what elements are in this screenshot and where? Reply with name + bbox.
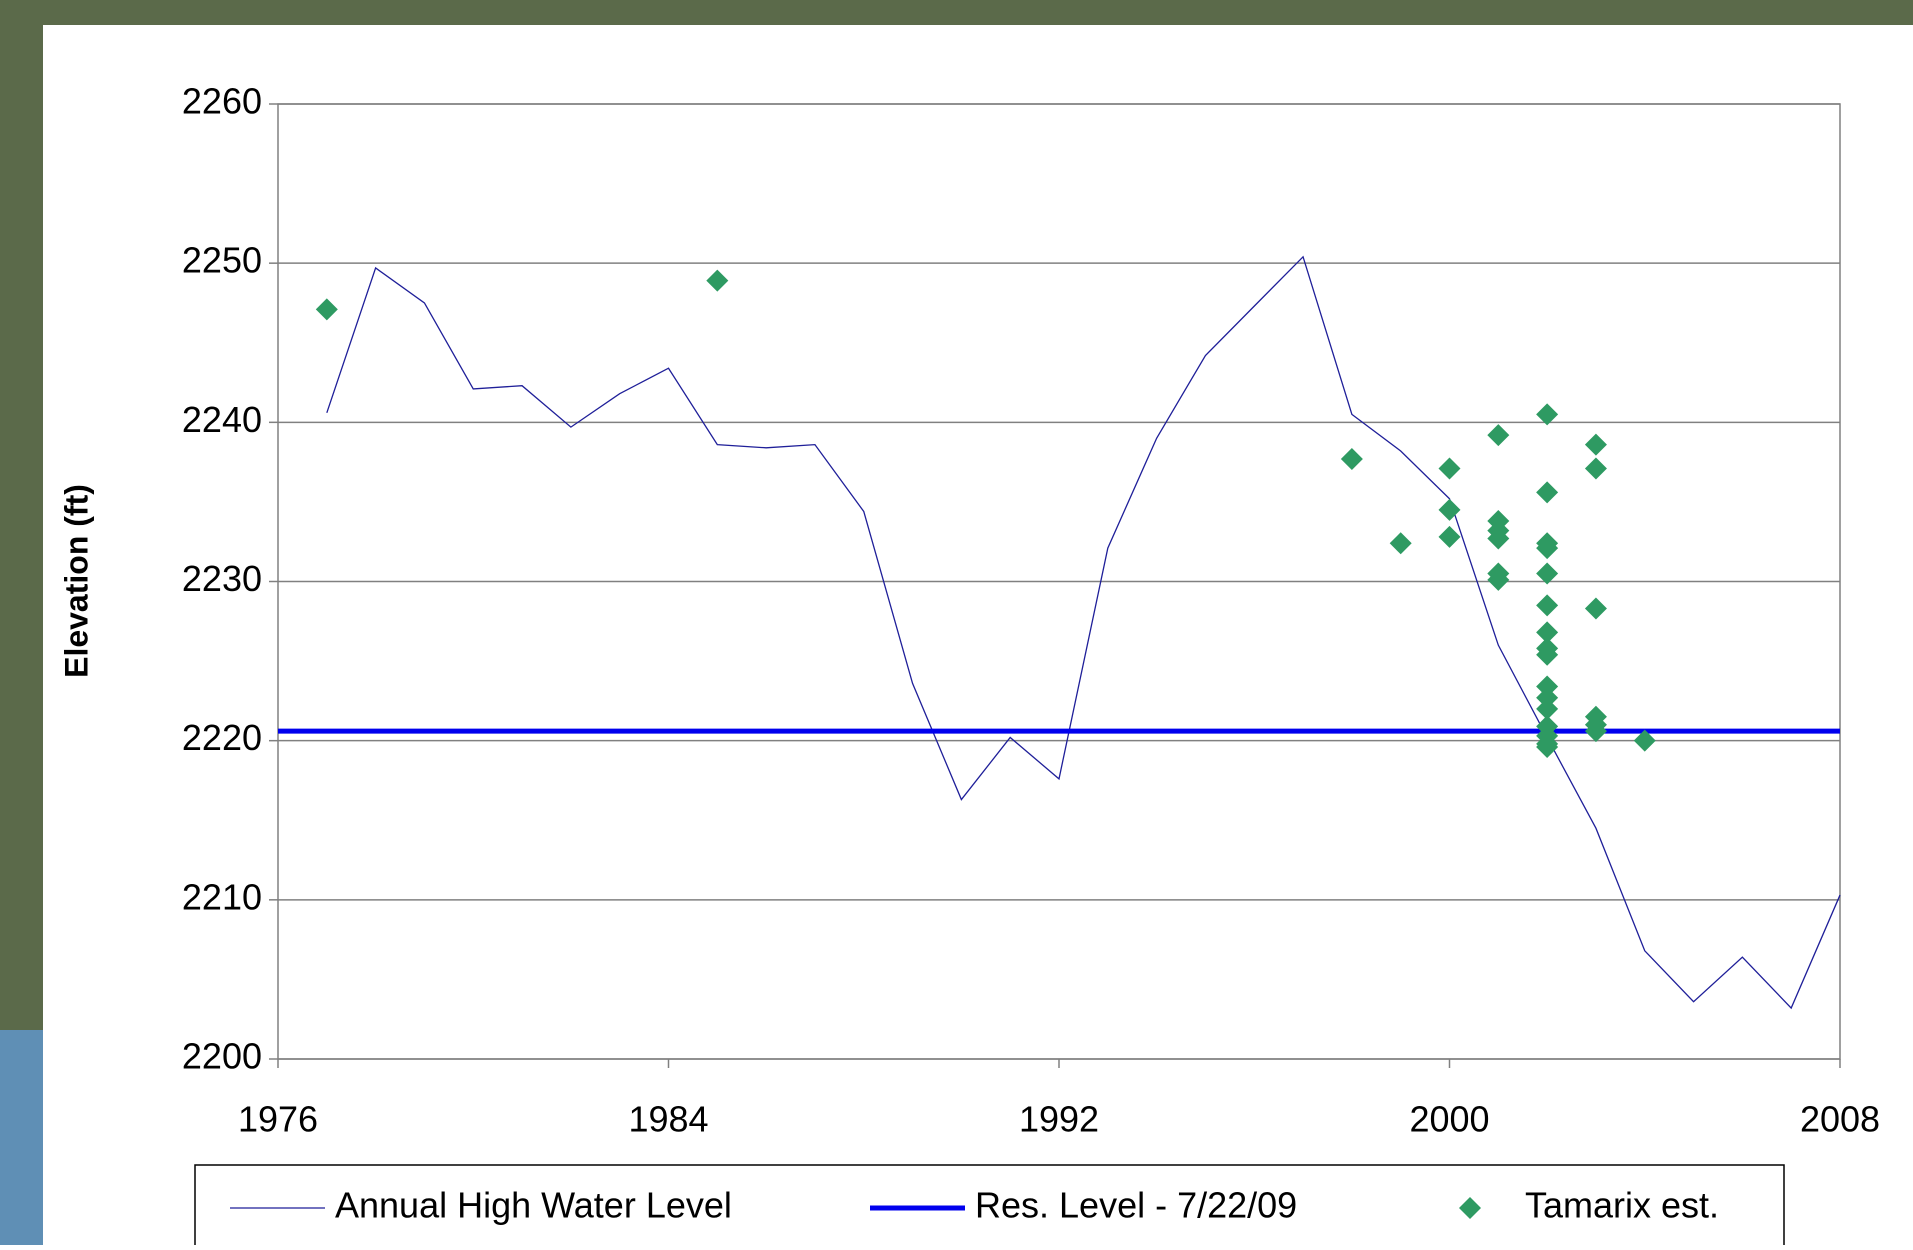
scatter-point — [1487, 527, 1510, 550]
line-series — [326, 255, 1841, 1010]
scatter-point — [1633, 729, 1656, 752]
scatter-point — [1389, 532, 1412, 555]
scatter-point — [1536, 403, 1559, 426]
legend-swatch — [1459, 1197, 1481, 1219]
scatter-point — [1536, 675, 1559, 698]
y-tick-label: 2220 — [182, 717, 262, 758]
scatter-point — [315, 298, 338, 321]
y-tick-label: 2230 — [182, 558, 262, 599]
y-axis-label: Elevation (ft) — [58, 484, 94, 678]
scatter-point — [1487, 568, 1510, 591]
photo-water — [0, 1030, 43, 1245]
scatter-point — [1536, 643, 1559, 666]
scatter-point — [1536, 562, 1559, 585]
scatter-point — [1487, 424, 1510, 447]
scatter-point — [1438, 457, 1461, 480]
y-tick-label: 2250 — [182, 240, 262, 281]
scatter-point — [1536, 621, 1559, 644]
scatter-point — [1584, 597, 1607, 620]
scatter-point — [1438, 525, 1461, 548]
y-tick-label: 2200 — [182, 1036, 262, 1077]
scatter-point — [1584, 720, 1607, 743]
legend-label: Res. Level - 7/22/09 — [975, 1185, 1297, 1226]
scatter-point — [1536, 697, 1559, 720]
y-tick-label: 2260 — [182, 81, 262, 122]
scatter-point — [1536, 736, 1559, 759]
x-tick-label: 2008 — [1800, 1099, 1880, 1140]
x-tick-label: 1984 — [628, 1099, 708, 1140]
scatter-point — [1340, 447, 1363, 470]
y-tick-label: 2210 — [182, 876, 262, 917]
x-tick-label: 2000 — [1409, 1099, 1489, 1140]
scatter-point — [1536, 594, 1559, 617]
legend-box — [194, 1164, 1785, 1250]
scatter-point — [1584, 433, 1607, 456]
x-tick-label: 1992 — [1019, 1099, 1099, 1140]
scatter-point — [706, 269, 729, 292]
y-tick-label: 2240 — [182, 399, 262, 440]
scatter-point — [1438, 498, 1461, 521]
scatter-point — [1536, 537, 1559, 560]
x-tick-label: 1976 — [238, 1099, 318, 1140]
legend-label: Tamarix est. — [1525, 1185, 1719, 1226]
scatter-point — [1584, 457, 1607, 480]
scatter-point — [1536, 686, 1559, 709]
scatter-point — [1536, 481, 1559, 504]
legend-label: Annual High Water Level — [335, 1185, 732, 1226]
